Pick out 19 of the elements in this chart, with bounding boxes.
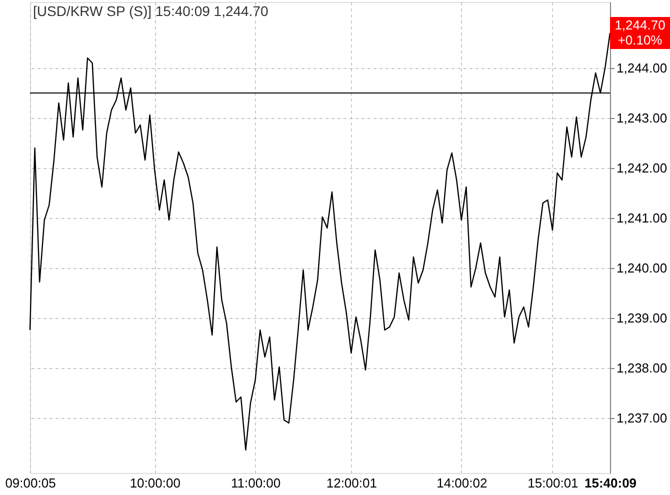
y-tick-label: 1,241.00 [616, 210, 668, 226]
x-tick-label: 11:00:00 [230, 476, 281, 490]
y-tick-label: 1,239.00 [616, 310, 668, 326]
annotation: 1,244.70 [614, 18, 666, 32]
y-tick-label: 1,243.00 [616, 110, 668, 126]
y-tick-label: 1,242.00 [616, 160, 668, 176]
line-series [29, 32, 611, 451]
x-tick-label: 12:00:01 [326, 476, 377, 490]
x-tick-label: 15:00:01 [528, 476, 578, 490]
y-tick-label: 1,237.00 [616, 410, 668, 426]
x-tick-label: 09:00:05 [5, 476, 56, 490]
y-tick-label: 1,240.00 [616, 260, 668, 276]
x-tick-label: 10:00:00 [130, 476, 180, 490]
y-tick-label: 1,238.00 [616, 360, 668, 376]
annotation: +0.10% [618, 32, 663, 48]
y-tick-label: 1,244.00 [616, 60, 668, 76]
chart-title: [USD/KRW SP (S)] 15:40:09 1,244.70 [33, 3, 268, 19]
x-tick-label: 15:40:09 [584, 476, 637, 490]
x-tick-label: 14:00:02 [436, 476, 488, 490]
